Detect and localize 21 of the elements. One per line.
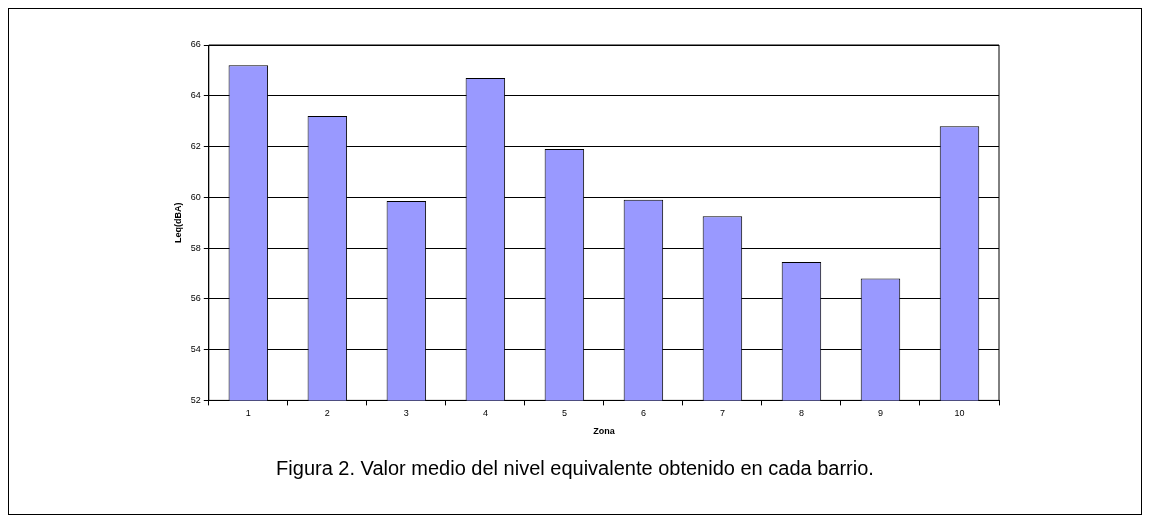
x-tick-label: 5 [561,408,567,419]
y-tick-label: 52 [190,394,201,405]
x-tick-label: 7 [719,408,725,419]
x-tick-label: 4 [482,408,488,419]
y-tick-label: 60 [190,191,201,202]
text: Figura 2. Valor medio del nivel equivalente obtenido en cada barrio. [275,457,875,480]
x-tick-label: 9 [877,408,883,419]
y-tick-label: 62 [190,141,201,152]
y-tick-label: 56 [190,293,201,304]
x-tick-label: 1 [245,408,251,419]
y-tick-label: 58 [190,242,201,253]
x-tick-label: 3 [403,408,409,419]
x-tick-label: 8 [798,408,804,419]
x-tick-label: 10 [954,408,965,419]
y-tick-label: 64 [190,90,201,101]
x-tick-label: 2 [324,408,330,419]
x-tick-label: 6 [640,408,646,419]
y-axis-title: Leq(dBA) [172,202,183,243]
x-axis-title: Zona [593,426,616,437]
y-tick-label: 54 [190,344,201,355]
y-tick-label: 66 [190,39,201,50]
